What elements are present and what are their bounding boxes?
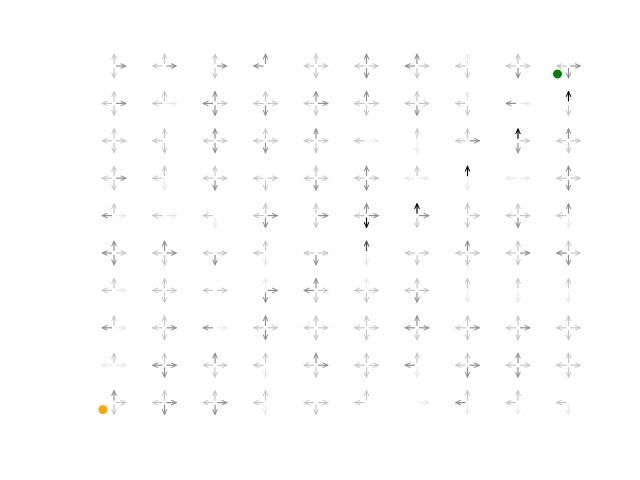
grid-cell-r8-c0 (102, 353, 126, 365)
grid-cell-r5-c3 (254, 241, 266, 265)
grid-cell-r3-c2 (203, 166, 227, 190)
grid-cell-r7-c7 (456, 316, 480, 340)
grid-cell-r1-c1 (153, 91, 177, 103)
grid-cell-r3-c1 (153, 166, 165, 190)
grid-cell-r1-c3 (254, 91, 278, 115)
grid-cell-r8-c3 (254, 353, 266, 377)
grid-cell-r5-c4 (304, 253, 328, 265)
grid-cell-r9-c4 (304, 403, 328, 415)
grid-cell-r7-c1 (153, 316, 177, 340)
grid-cell-r7-c0 (102, 316, 126, 328)
grid-cell-r4-c8 (506, 204, 530, 228)
grid-cell-r0-c5 (355, 54, 379, 78)
grid-cell-r1-c4 (304, 91, 328, 115)
grid-cell-r4-c0 (102, 204, 126, 216)
grid-cell-r0-c9 (557, 66, 581, 78)
grid-cell-r8-c2 (203, 353, 227, 377)
grid-cell-r8-c7 (456, 353, 480, 377)
grid-cell-r9-c3 (254, 391, 266, 415)
grid-cell-r8-c5 (355, 353, 379, 377)
grid-cell-r9-c7 (456, 391, 468, 415)
grid-cell-r1-c2 (203, 91, 227, 115)
grid-cell-r2-c0 (102, 129, 126, 153)
grid-cell-r0-c3 (254, 54, 266, 66)
grid-cell-r3-c3 (254, 178, 278, 190)
grid-cell-r2-c7 (456, 129, 480, 141)
grid-cell-r4-c3 (254, 204, 278, 228)
grid-cell-r0-c8 (506, 54, 530, 78)
grid-cell-r9-c9 (557, 403, 569, 415)
grid-cell-r5-c7 (456, 241, 480, 265)
grid-cell-r0-c1 (153, 54, 177, 66)
grid-cell-r6-c5 (355, 278, 379, 302)
grid-cell-r8-c4 (304, 353, 328, 377)
grid-cell-r5-c0 (102, 241, 126, 265)
grid-cell-r7-c6 (405, 316, 429, 340)
grid-cell-r2-c3 (254, 129, 278, 153)
grid-cell-r6-c3 (266, 278, 278, 302)
grid-cell-r2-c1 (153, 129, 165, 153)
grid-cell-r0-c7 (456, 54, 468, 78)
grid-cell-r5-c2 (203, 253, 227, 265)
grid-cell-r9-c8 (506, 391, 518, 415)
grid-cell-r8-c8 (506, 353, 530, 377)
grid-cell-r3-c9 (557, 166, 581, 190)
grid-cell-r2-c8 (518, 129, 530, 153)
grid-cell-r6-c4 (304, 278, 328, 302)
grid-cell-r5-c6 (405, 253, 429, 265)
grid-cell-r1-c0 (102, 91, 126, 115)
grid-cell-r4-c4 (316, 204, 328, 228)
grid-cell-r1-c7 (456, 91, 468, 115)
grid-cell-r9-c0 (114, 391, 126, 415)
grid-cell-r1-c5 (355, 91, 379, 115)
grid-cell-r6-c0 (102, 278, 126, 290)
grid-cell-r7-c4 (304, 316, 328, 340)
grid-cell-r4-c7 (468, 204, 480, 228)
grid-cell-r8-c9 (557, 353, 581, 377)
grid-cell-r3-c4 (304, 166, 328, 190)
grid-cell-r9-c2 (203, 391, 227, 415)
grid-cell-r3-c5 (355, 166, 379, 190)
grid-cell-r6-c6 (405, 278, 429, 302)
grid-cell-r5-c1 (153, 241, 177, 265)
grid-cell-r8-c6 (405, 353, 417, 377)
grid-cell-r0-c2 (215, 54, 227, 78)
grid-cell-r2-c2 (203, 129, 227, 153)
grid-cell-r3-c6 (405, 166, 429, 178)
grid-cell-r5-c8 (506, 241, 530, 265)
grid-cell-r4-c2 (203, 216, 215, 228)
grid-cell-r4-c9 (557, 204, 569, 228)
grid-cell-r9-c5 (355, 391, 367, 403)
grid-cell-r7-c3 (254, 316, 278, 340)
grid-cell-r6-c1 (153, 278, 177, 302)
grid-cell-r3-c0 (102, 166, 126, 190)
grid-cell-r9-c1 (153, 391, 177, 415)
start-marker (98, 405, 108, 415)
grid-cell-r7-c8 (506, 316, 530, 340)
grid-cell-r7-c5 (355, 316, 379, 340)
grid-cell-r2-c9 (557, 129, 581, 153)
goal-marker (553, 69, 562, 79)
grid-cell-r4-c5 (355, 204, 379, 228)
grid-cell-r7-c9 (557, 316, 581, 340)
grid-cell-r8-c1 (153, 353, 177, 377)
grid-cell-r5-c9 (557, 241, 581, 265)
grid-cell-r1-c6 (405, 91, 429, 115)
grid-cell-r0-c4 (304, 54, 328, 78)
grid-cell-r0-c0 (114, 54, 126, 78)
grid-cell-r4-c6 (417, 204, 429, 228)
grid-cell-r0-c6 (405, 54, 429, 78)
grid-cell-r2-c4 (304, 129, 328, 153)
